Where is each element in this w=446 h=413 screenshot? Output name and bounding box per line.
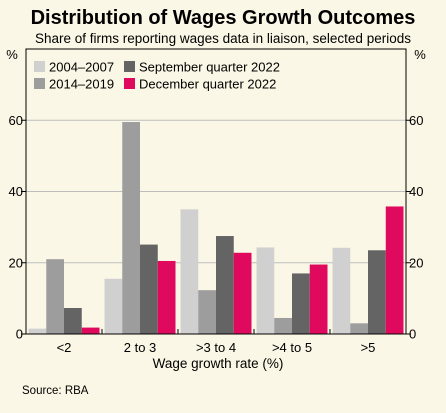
legend-swatch-3 xyxy=(124,78,135,89)
source-note: Source: RBA xyxy=(22,385,89,397)
bar-4-0 xyxy=(332,247,351,334)
bar-2-2 xyxy=(216,236,234,334)
y-tick-label-left: 40 xyxy=(9,184,23,199)
x-axis-label: Wage growth rate (%) xyxy=(153,356,284,371)
legend: 2004–2007 2014–2019 September quarter 2022… xyxy=(34,60,280,92)
y-tick-label-left: 60 xyxy=(9,113,23,128)
bar-0-1 xyxy=(46,259,64,334)
legend-label-2: September quarter 2022 xyxy=(139,60,280,75)
legend-swatch-2 xyxy=(124,61,135,72)
y-unit-right: % xyxy=(414,47,426,62)
bar-3-3 xyxy=(309,264,328,334)
bar-4-3 xyxy=(385,206,404,334)
bar-0-3 xyxy=(81,327,100,334)
bar-3-1 xyxy=(274,317,292,334)
y-axis-left: 0 20 40 60 xyxy=(9,113,26,342)
x-axis: <2 2 to 3 >3 to 4 >4 to 5 >5 xyxy=(57,329,376,355)
y-tick-label-right: 0 xyxy=(409,327,416,342)
chart-subtitle: Share of firms reporting wages data in l… xyxy=(35,31,411,46)
x-tick-label: >4 to 5 xyxy=(272,340,312,355)
y-tick-label-left: 20 xyxy=(9,255,23,270)
legend-label-1: 2014–2019 xyxy=(49,77,114,92)
bar-2-3 xyxy=(233,252,252,334)
legend-label-3: December quarter 2022 xyxy=(139,77,276,92)
y-tick-label-right: 60 xyxy=(409,113,423,128)
x-tick-label: 2 to 3 xyxy=(124,340,157,355)
x-tick-label: >5 xyxy=(361,340,376,355)
bar-0-0 xyxy=(28,328,47,334)
bar-1-2 xyxy=(140,244,158,334)
bar-3-2 xyxy=(292,273,310,334)
legend-swatch-1 xyxy=(34,78,45,89)
x-tick-label: >3 to 4 xyxy=(196,340,236,355)
x-tick-label: <2 xyxy=(57,340,72,355)
bar-2-1 xyxy=(198,290,216,334)
y-tick-label-left: 0 xyxy=(16,327,23,342)
bar-1-1 xyxy=(122,122,140,334)
bar-0-2 xyxy=(64,307,82,334)
bar-1-3 xyxy=(157,260,176,334)
legend-label-0: 2004–2007 xyxy=(49,60,114,75)
bar-2-0 xyxy=(180,209,199,334)
bar-4-2 xyxy=(368,250,386,334)
bar-4-1 xyxy=(350,323,368,334)
y-axis-right: 0 20 40 60 xyxy=(406,113,423,342)
bars xyxy=(28,122,404,334)
y-unit-left: % xyxy=(6,47,18,62)
chart-title: Distribution of Wages Growth Outcomes xyxy=(31,7,416,29)
bar-1-0 xyxy=(104,278,123,334)
legend-swatch-0 xyxy=(34,61,45,72)
y-tick-label-right: 40 xyxy=(409,184,423,199)
bar-3-0 xyxy=(256,247,275,334)
y-tick-label-right: 20 xyxy=(409,255,423,270)
